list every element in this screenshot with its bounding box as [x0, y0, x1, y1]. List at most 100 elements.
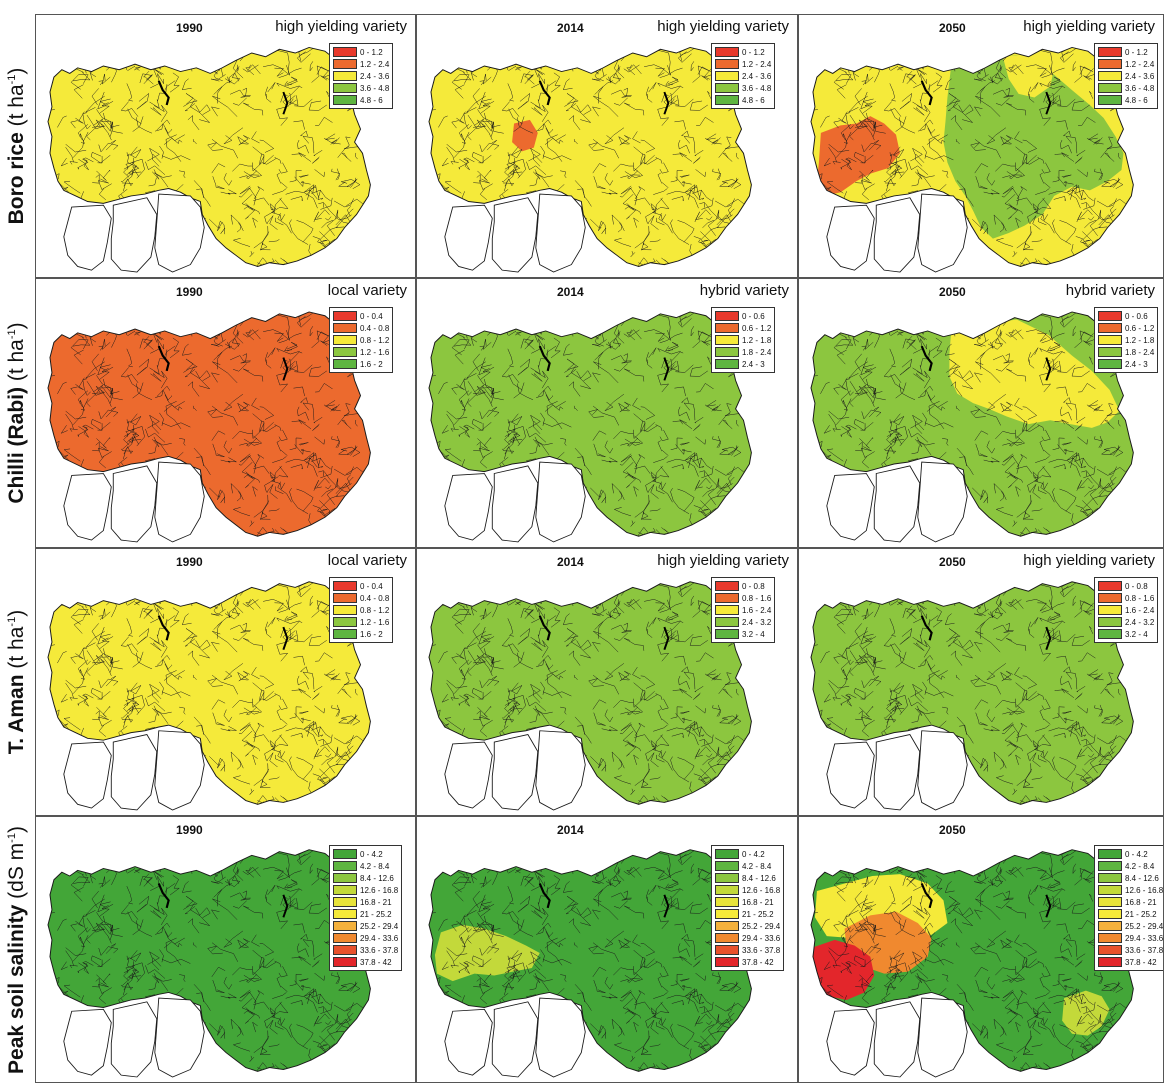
legend-item: 37.8 - 42 [715, 956, 780, 968]
row-label-unit: (t ha [5, 339, 28, 382]
panel-year: 2050 [939, 555, 966, 569]
legend-item: 0 - 4.2 [333, 848, 398, 860]
row-label-text: Peak soil salinity (dS m-1) [5, 826, 29, 1074]
river-mark [663, 626, 670, 650]
legend-label: 4.8 - 6 [742, 95, 765, 105]
river-mark [282, 357, 289, 381]
legend-item: 0 - 1.2 [333, 46, 389, 58]
legend-swatch [333, 617, 357, 627]
legend-swatch [715, 59, 739, 69]
legend-swatch [1098, 347, 1122, 357]
legend-item: 21 - 25.2 [715, 908, 780, 920]
legend-label: 1.6 - 2 [360, 629, 383, 639]
legend-swatch [1098, 95, 1122, 105]
legend-item: 1.2 - 1.8 [715, 334, 771, 346]
legend-item: 29.4 - 33.6 [1098, 932, 1163, 944]
legend-label: 0.6 - 1.2 [1125, 323, 1155, 333]
map-region-forest [444, 741, 493, 809]
map-region-forest [826, 1008, 875, 1076]
legend-item: 0.6 - 1.2 [1098, 322, 1154, 334]
legend-item: 0 - 0.6 [1098, 310, 1154, 322]
legend-item: 8.4 - 12.6 [715, 872, 780, 884]
legend-label: 0 - 0.4 [360, 581, 383, 591]
legend-item: 3.2 - 4 [715, 628, 771, 640]
legend-label: 1.8 - 2.4 [742, 347, 772, 357]
map-region-forest [826, 473, 875, 541]
legend-item: 25.2 - 29.4 [333, 920, 398, 932]
legend-item: 4.8 - 6 [715, 94, 771, 106]
map-panel-chilli-1990: 1990 local variety 0 - 0.4 0.4 - 0.8 0.8 - 1… [35, 278, 416, 548]
legend-item: 16.8 - 21 [333, 896, 398, 908]
map-outline [47, 46, 371, 267]
legend-swatch [333, 347, 357, 357]
panel-year: 2014 [557, 823, 584, 837]
legend-label: 0 - 4.2 [742, 849, 765, 859]
legend-swatch [715, 945, 739, 955]
legend-label: 0.4 - 0.8 [360, 593, 390, 603]
legend-item: 0.8 - 1.2 [333, 604, 389, 616]
legend-swatch [333, 605, 357, 615]
legend-label: 0 - 0.8 [1125, 581, 1148, 591]
legend-swatch [715, 897, 739, 907]
legend-label: 1.2 - 2.4 [1125, 59, 1155, 69]
legend-label: 1.6 - 2.4 [1125, 605, 1155, 615]
row-label-unit: (dS m [5, 842, 28, 899]
map-panel-boro-1990: 1990 high yielding variety 0 - 1.2 1.2 - 2.… [35, 14, 416, 278]
legend-swatch [333, 71, 357, 81]
map-region-forest [873, 465, 921, 543]
legend-item: 8.4 - 12.6 [333, 872, 398, 884]
legend-swatch [715, 909, 739, 919]
choropleth-map [810, 849, 1134, 1078]
legend-swatch [1098, 861, 1122, 871]
map-region-forest [154, 997, 205, 1078]
legend-label: 2.4 - 3.6 [360, 71, 390, 81]
river-mark [1045, 357, 1052, 381]
panel-year: 2014 [557, 285, 584, 299]
map-region-forest [444, 204, 493, 271]
legend-label: 0 - 1.2 [742, 47, 765, 57]
legend: 0 - 0.4 0.4 - 0.8 0.8 - 1.2 1.2 - 1.6 1.6 - … [329, 307, 394, 373]
legend-label: 29.4 - 33.6 [360, 933, 399, 943]
legend-swatch [715, 323, 739, 333]
legend-label: 1.2 - 1.8 [1125, 335, 1155, 345]
river-mark [538, 615, 551, 641]
legend-item: 0 - 0.4 [333, 580, 389, 592]
choropleth-map [47, 311, 371, 543]
map-panel-chilli-2014: 2014 hybrid variety 0 - 0.6 0.6 - 1.2 1.2 - … [416, 278, 798, 548]
river-mark [920, 883, 933, 909]
panel-year: 2014 [557, 555, 584, 569]
river-mark [538, 883, 551, 909]
row-label: Chilli (Rabi) (t ha-1) [0, 278, 34, 548]
legend-item: 21 - 25.2 [1098, 908, 1163, 920]
choropleth-map [428, 311, 752, 543]
legend-label: 16.8 - 21 [360, 897, 392, 907]
legend-swatch [333, 861, 357, 871]
map-region-forest [63, 204, 112, 271]
panel-year: 2050 [939, 21, 966, 35]
map-panel-aman-2014: 2014 high yielding variety 0 - 0.8 0.8 - 1.… [416, 548, 798, 816]
legend-item: 16.8 - 21 [1098, 896, 1163, 908]
choropleth-map [47, 46, 371, 273]
river-mark [663, 894, 670, 918]
legend-swatch [715, 629, 739, 639]
legend-item: 1.6 - 2.4 [715, 604, 771, 616]
legend-item: 2.4 - 3.6 [1098, 70, 1154, 82]
legend-label: 1.2 - 2.4 [742, 59, 772, 69]
row-label-unit-exponent: -1 [6, 74, 18, 85]
legend-swatch [333, 59, 357, 69]
legend: 0 - 1.2 1.2 - 2.4 2.4 - 3.6 3.6 - 4.8 4.8 - … [711, 43, 776, 109]
legend-label: 2.4 - 3 [742, 359, 765, 369]
legend-label: 8.4 - 12.6 [360, 873, 394, 883]
map-region-forest [154, 730, 205, 811]
legend-label: 3.2 - 4 [742, 629, 765, 639]
river-mark [1045, 91, 1052, 115]
legend-swatch [1098, 849, 1122, 859]
legend-swatch [1098, 311, 1122, 321]
legend-swatch [715, 593, 739, 603]
legend-swatch [1098, 359, 1122, 369]
legend-label: 25.2 - 29.4 [360, 921, 399, 931]
legend-item: 0.8 - 1.2 [333, 334, 389, 346]
row-label: Boro rice (t ha-1) [0, 14, 34, 278]
map-region-salEast [1062, 990, 1110, 1036]
panel-year: 2050 [939, 823, 966, 837]
